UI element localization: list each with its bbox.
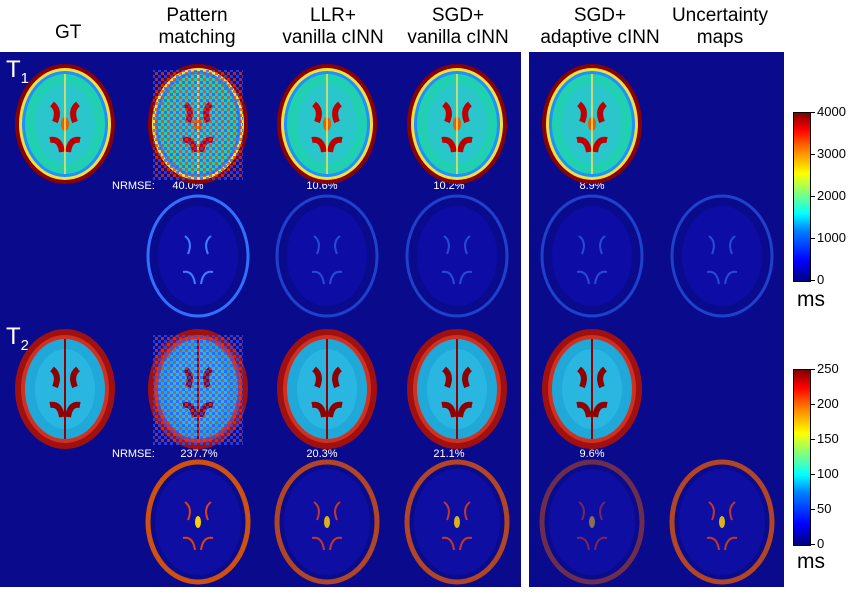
colorbar-t2-tick-label: 50	[817, 501, 832, 516]
colorbar-t2-tickmark	[811, 544, 815, 545]
colorbar-t2-tickmark	[811, 369, 815, 370]
colorbar-t2-tickmark	[811, 474, 815, 475]
colorbar-t1-tick-label: 2000	[817, 188, 846, 203]
t1-map	[10, 60, 120, 188]
colorbar-t1-tickmark	[811, 280, 815, 281]
colorbar-t1-tick-label: 0	[817, 272, 825, 287]
t2-error-map	[272, 458, 382, 586]
colorbar-t2-unit: ms	[797, 550, 825, 573]
t2-map	[10, 325, 120, 453]
colorbar-t1-tickmark	[811, 154, 815, 155]
colorbar-t1-unit: ms	[797, 288, 825, 311]
row-label-t2: T2	[6, 323, 30, 354]
header-gt: GT	[55, 22, 82, 43]
colorbar-t1-tickmark	[811, 112, 815, 113]
t1-error-map	[143, 192, 253, 320]
t2-nrmse-llr: 20.3%	[306, 448, 338, 460]
colorbar-t2-tick-label: 0	[817, 536, 825, 551]
t2-nrmse-adaptive: 9.6%	[579, 448, 605, 460]
t2-map	[272, 325, 382, 453]
t2-nrmse-sgd: 21.1%	[433, 448, 465, 460]
colorbar-t1	[793, 112, 811, 282]
t2-uncertainty-map	[667, 458, 777, 586]
t1-nrmse-label: NRMSE:	[112, 180, 155, 192]
colorbar-t2-tick-label: 100	[817, 466, 839, 481]
header-sgd-adaptive: SGD+ adaptive cINN	[540, 5, 660, 48]
t2-error-map	[537, 458, 647, 586]
row-label-t1: T1	[6, 56, 30, 87]
t2-map	[402, 325, 512, 453]
t2-error-map	[402, 458, 512, 586]
header-llr-vanilla: LLR+ vanilla cINN	[282, 5, 384, 48]
colorbar-t2-tickmark	[811, 404, 815, 405]
t1-map	[143, 60, 253, 188]
colorbar-t2-tickmark	[811, 439, 815, 440]
colorbar-t2-tick-label: 250	[817, 361, 839, 376]
colorbar-t1-tick-label: 3000	[817, 146, 846, 161]
t1-uncertainty-map	[667, 192, 777, 320]
colorbar-t1-tickmark	[811, 238, 815, 239]
colorbar-t1-tickmark	[811, 196, 815, 197]
t2-map	[537, 325, 647, 453]
colorbar-t2-tick-label: 200	[817, 396, 839, 411]
t1-map	[402, 60, 512, 188]
header-uncertainty: Uncertainty maps	[671, 5, 769, 48]
t1-error-map	[272, 192, 382, 320]
colorbar-t1-tick-label: 4000	[817, 104, 846, 119]
t1-error-map	[537, 192, 647, 320]
t2-error-map	[143, 458, 253, 586]
t1-map	[537, 60, 647, 188]
header-sgd-vanilla: SGD+ vanilla cINN	[407, 5, 509, 48]
colorbar-t2-tickmark	[811, 509, 815, 510]
colorbar-t2-tick-label: 150	[817, 431, 839, 446]
header-pattern-matching: Pattern matching	[158, 5, 236, 48]
t2-nrmse-pattern: 237.7%	[180, 448, 218, 460]
colorbar-t1-tick-label: 1000	[817, 230, 846, 245]
t2-map	[143, 325, 253, 453]
colorbar-t2	[793, 369, 811, 546]
t1-error-map	[402, 192, 512, 320]
t2-nrmse-label: NRMSE:	[112, 448, 155, 460]
t1-map	[272, 60, 382, 188]
